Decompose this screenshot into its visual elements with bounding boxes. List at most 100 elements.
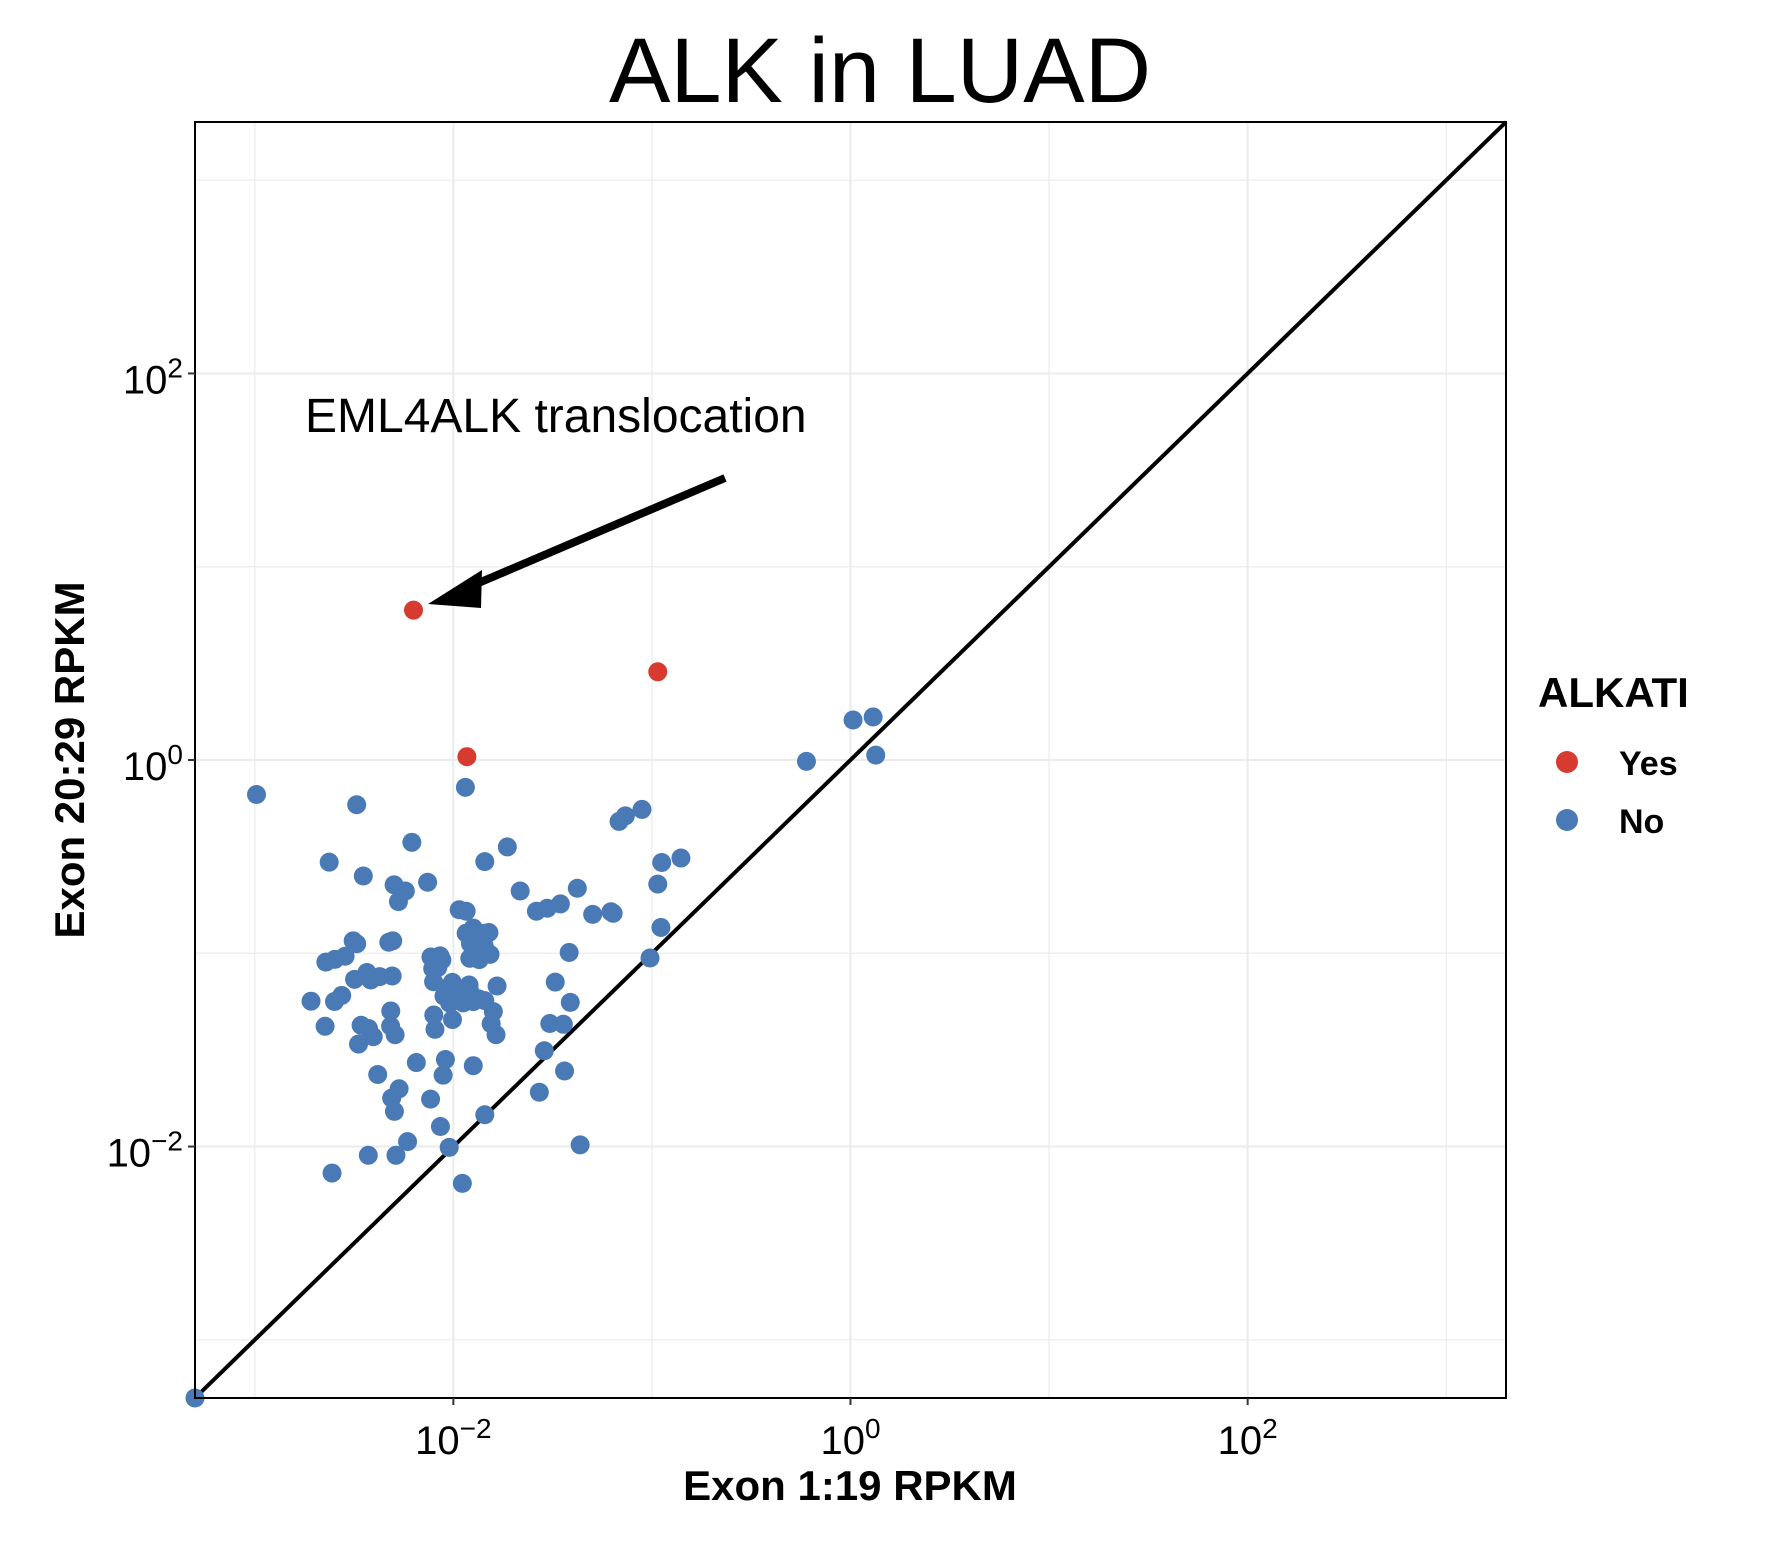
legend-label-no: No [1619, 803, 1664, 841]
point-no [545, 972, 565, 992]
point-no [671, 848, 691, 868]
legend: ALKATI Yes No [1538, 669, 1689, 841]
point-no [553, 1014, 573, 1034]
y-tick-label: 10−2 [107, 1126, 183, 1176]
point-no [863, 707, 883, 727]
point-no [402, 832, 422, 852]
y-tick-label-text: 10−2 [107, 1126, 183, 1176]
point-no [368, 1064, 388, 1084]
point-no [583, 904, 603, 924]
point-no [435, 1050, 455, 1070]
point-no [455, 777, 475, 797]
x-tick-label: 10−2 [415, 1413, 491, 1463]
legend-key-no [1556, 809, 1578, 831]
point-no [487, 976, 507, 996]
point-no [439, 1137, 459, 1157]
data-points [185, 600, 886, 1408]
point-no [349, 1034, 369, 1054]
point-no [550, 894, 570, 914]
point-no [601, 902, 621, 922]
legend-key-yes [1556, 751, 1578, 773]
annotation: EML4ALK translocation [305, 390, 807, 608]
point-no [540, 1014, 560, 1034]
point-no [796, 751, 816, 771]
point-no [567, 878, 587, 898]
point-no [424, 1005, 444, 1025]
annotation-arrow-shaft [460, 474, 727, 594]
point-no [555, 1061, 575, 1081]
point-no [421, 1089, 441, 1109]
point-no [382, 966, 402, 986]
point-no [652, 852, 672, 872]
point-no [379, 932, 399, 952]
point-no [475, 852, 495, 872]
x-tick-label: 100 [820, 1413, 880, 1463]
point-no [421, 947, 441, 967]
point-no [386, 1145, 406, 1165]
reference-line [193, 120, 1508, 1400]
point-no [319, 852, 339, 872]
x-axis-ticks: 10−2 100 102 [415, 1398, 1278, 1463]
point-yes [648, 662, 668, 682]
point-yes [457, 747, 477, 767]
point-no [430, 1116, 450, 1136]
point-no [640, 948, 660, 968]
point-no [324, 991, 344, 1011]
point-no [424, 972, 444, 992]
point-no [510, 881, 530, 901]
x-tick-label-text: 102 [1218, 1413, 1278, 1463]
point-no [651, 917, 671, 937]
point-no [529, 1082, 549, 1102]
point-no [246, 784, 266, 804]
point-no [497, 837, 517, 857]
point-no [363, 1027, 383, 1047]
y-axis-title: Exon 20:29 RPKM [46, 581, 93, 938]
point-no [648, 874, 668, 894]
point-no [385, 1025, 405, 1045]
point-no [398, 1132, 418, 1152]
point-no [442, 1010, 462, 1030]
point-no [322, 1163, 342, 1183]
point-no [461, 934, 481, 954]
point-no [440, 993, 460, 1013]
point-no [384, 1101, 404, 1121]
point-no [486, 1025, 506, 1045]
point-no [463, 1056, 483, 1076]
y-tick-label-text: 102 [123, 352, 183, 402]
point-no [843, 710, 863, 730]
x-tick-label-text: 100 [820, 1413, 880, 1463]
point-no [358, 1145, 378, 1165]
point-no [475, 1105, 495, 1125]
point-no [452, 1173, 472, 1193]
point-no [315, 1016, 335, 1036]
y-tick-label: 102 [123, 352, 183, 402]
point-no [570, 1135, 590, 1155]
point-no [418, 872, 438, 892]
x-tick-label: 102 [1218, 1413, 1278, 1463]
y-axis-ticks: 10−2 100 102 [107, 352, 195, 1176]
point-no [425, 1019, 445, 1039]
point-yes [404, 600, 424, 620]
annotation-arrow-head [428, 570, 482, 608]
point-no [480, 944, 500, 964]
point-no [534, 1041, 554, 1061]
point-no [347, 795, 367, 815]
point-no [301, 991, 321, 1011]
point-no [353, 866, 373, 886]
point-no [347, 934, 367, 954]
legend-label-yes: Yes [1619, 745, 1678, 783]
chart-title: ALK in LUAD [609, 20, 1151, 122]
point-no [560, 992, 580, 1012]
x-axis-title: Exon 1:19 RPKM [683, 1462, 1017, 1509]
point-no [559, 942, 579, 962]
point-no [632, 799, 652, 819]
point-no [456, 901, 476, 921]
point-no [866, 745, 886, 765]
legend-title: ALKATI [1538, 669, 1689, 716]
point-no [433, 1065, 453, 1085]
point-no [406, 1053, 426, 1073]
y-tick-label-text: 100 [123, 739, 183, 789]
x-tick-label-text: 10−2 [415, 1413, 491, 1463]
annotation-text: EML4ALK translocation [305, 390, 807, 443]
